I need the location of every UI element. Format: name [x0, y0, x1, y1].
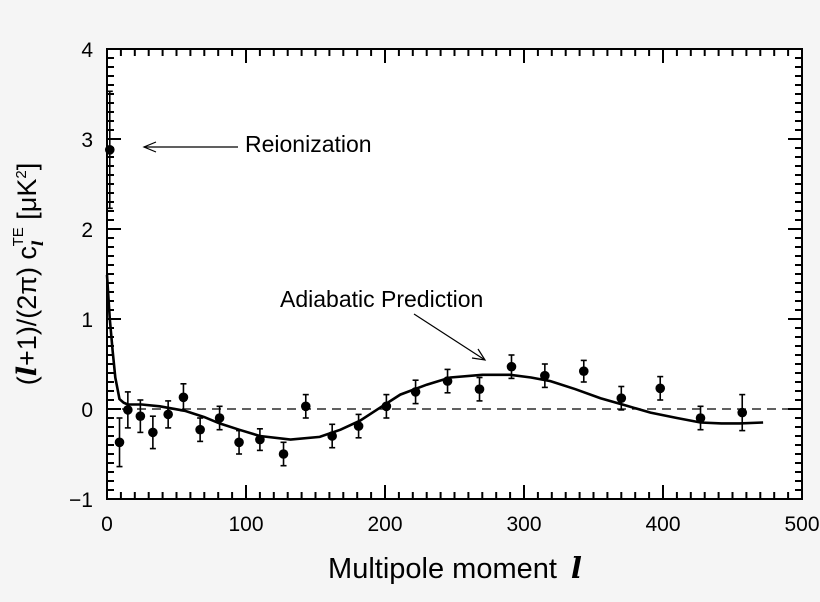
- y-axis-label: (l+1)/(2π) clTE [μK2]: [10, 163, 47, 385]
- data-marker: [255, 434, 265, 445]
- data-marker: [655, 383, 666, 394]
- data-point: [327, 423, 337, 449]
- data-point: [578, 359, 589, 383]
- y-tick-label: 3: [81, 129, 93, 152]
- x-tick-label: 400: [645, 513, 680, 536]
- data-point: [410, 379, 421, 405]
- adiabatic-prediction-curve: [105, 274, 764, 441]
- data-point: [300, 393, 311, 419]
- data-marker: [737, 407, 748, 418]
- data-point: [148, 415, 158, 450]
- annotation-reionization: Reionization: [245, 131, 372, 157]
- data-point: [163, 400, 173, 429]
- data-point: [616, 385, 627, 411]
- x-tick-label: 300: [506, 513, 541, 536]
- data-point: [255, 427, 265, 452]
- x-tick-label: 100: [228, 513, 263, 536]
- data-marker: [327, 431, 337, 441]
- data-marker: [214, 413, 225, 423]
- y-tick-label: 2: [81, 219, 93, 242]
- data-marker: [474, 384, 485, 395]
- data-marker: [163, 409, 173, 420]
- data-marker: [381, 401, 392, 412]
- data-marker: [616, 393, 627, 404]
- y-tick-label: −1: [69, 489, 93, 512]
- annotation-adiabatic-prediction: Adiabatic Prediction: [280, 286, 483, 312]
- data-point: [123, 391, 133, 429]
- data-point: [474, 376, 485, 402]
- data-marker: [695, 413, 706, 423]
- x-tick-label: 0: [101, 513, 113, 536]
- y-tick-label: 0: [81, 399, 93, 422]
- data-marker: [410, 387, 421, 397]
- data-point: [278, 441, 289, 467]
- data-marker: [300, 401, 311, 412]
- data-point: [114, 417, 125, 468]
- data-marker: [148, 427, 158, 438]
- data-point: [135, 399, 146, 434]
- plot-frame: [106, 48, 803, 500]
- data-marker: [123, 405, 133, 415]
- data-point: [178, 382, 189, 412]
- data-marker: [104, 145, 115, 155]
- data-point: [234, 429, 244, 455]
- data-marker: [442, 376, 453, 386]
- y-tick-label: 1: [81, 309, 93, 332]
- data-marker: [578, 366, 589, 377]
- x-tick-label: 200: [367, 513, 402, 536]
- data-point: [381, 393, 392, 419]
- data-marker: [353, 421, 364, 431]
- data-point: [214, 405, 225, 431]
- data-marker: [540, 370, 550, 381]
- data-point: [104, 90, 115, 210]
- x-tick-label: 500: [784, 513, 819, 536]
- x-axis-label: Multipole moment l: [328, 551, 582, 585]
- annotation-reionization-arrow: [142, 141, 238, 153]
- data-point: [655, 375, 666, 401]
- data-marker: [114, 437, 125, 448]
- data-marker: [195, 424, 205, 435]
- data-point: [195, 417, 205, 443]
- data-marker: [506, 361, 517, 372]
- data-point: [695, 405, 706, 431]
- data-marker: [234, 437, 244, 448]
- y-tick-label: 4: [81, 39, 93, 62]
- data-marker: [278, 449, 289, 459]
- data-point: [442, 368, 453, 394]
- data-point: [506, 354, 517, 380]
- data-marker: [135, 411, 146, 422]
- data-point: [353, 413, 364, 439]
- annotation-adiabatic-arrow: [413, 313, 487, 361]
- data-marker: [178, 392, 189, 403]
- data-point: [540, 363, 550, 389]
- data-point: [737, 393, 748, 432]
